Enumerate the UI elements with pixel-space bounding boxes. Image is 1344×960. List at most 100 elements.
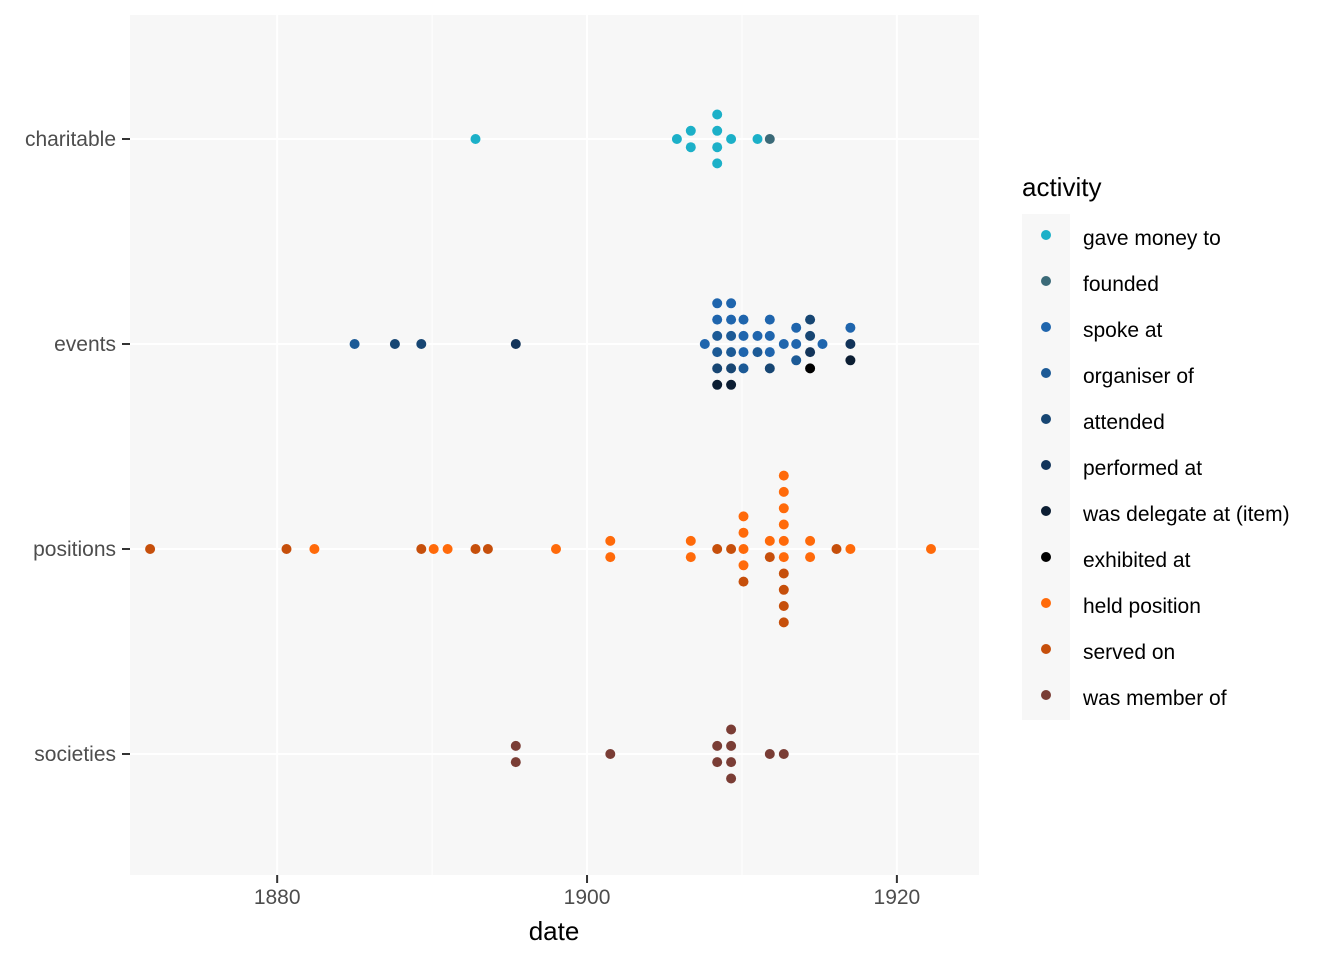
legend-key <box>1041 276 1051 286</box>
data-point <box>712 109 723 120</box>
plot-panel <box>130 15 979 875</box>
data-point <box>145 544 156 554</box>
legend-key <box>1041 322 1051 332</box>
legend-label: gave money to <box>1083 227 1221 250</box>
data-point <box>791 355 802 366</box>
data-point <box>712 298 723 309</box>
data-point <box>281 544 292 554</box>
data-point <box>712 142 723 153</box>
data-point <box>805 552 816 563</box>
legend-key <box>1041 598 1051 608</box>
data-point <box>778 568 789 579</box>
legend-key <box>1041 414 1051 424</box>
legend-label: was delegate at (item) <box>1082 503 1290 526</box>
data-point <box>712 740 723 751</box>
data-point <box>726 740 737 751</box>
legend-label: held position <box>1083 595 1201 618</box>
data-point <box>726 347 737 358</box>
data-point <box>738 527 749 538</box>
data-point <box>738 363 749 374</box>
data-point <box>349 339 360 349</box>
data-point <box>764 552 775 563</box>
data-point <box>712 314 723 325</box>
y-axis: charitable events positions societies <box>25 128 130 766</box>
data-point <box>845 339 856 349</box>
data-point <box>442 544 453 554</box>
legend-label: served on <box>1083 641 1175 664</box>
data-point <box>712 379 723 390</box>
data-point <box>845 322 856 333</box>
legend-key <box>1041 644 1051 654</box>
data-point <box>778 749 789 759</box>
data-point <box>778 470 789 481</box>
data-point <box>845 544 856 554</box>
data-point <box>428 544 439 554</box>
legend-label: performed at <box>1083 457 1202 480</box>
data-point <box>685 535 696 546</box>
legend-key <box>1041 460 1051 470</box>
y-tick-label: societies <box>34 743 116 766</box>
data-point <box>605 749 616 759</box>
data-point <box>778 552 789 563</box>
data-point <box>510 339 521 349</box>
data-point <box>791 339 802 349</box>
legend-label: organiser of <box>1083 365 1194 388</box>
data-point <box>309 544 320 554</box>
data-point <box>726 724 737 735</box>
y-tick-label: charitable <box>25 128 116 151</box>
data-point <box>726 773 737 784</box>
x-axis: 1880 1900 1920 <box>254 875 920 909</box>
data-point <box>605 535 616 546</box>
data-point <box>778 519 789 530</box>
data-point <box>738 511 749 522</box>
data-point <box>764 535 775 546</box>
data-point <box>805 314 816 325</box>
data-point <box>752 347 763 358</box>
data-point <box>805 535 816 546</box>
data-point <box>764 749 775 759</box>
data-point <box>685 142 696 153</box>
data-point <box>712 330 723 341</box>
data-point <box>712 363 723 374</box>
legend-label: exhibited at <box>1083 549 1191 572</box>
data-point <box>416 339 427 349</box>
data-point <box>817 339 828 349</box>
data-point <box>738 347 749 358</box>
data-point <box>738 560 749 571</box>
data-point <box>752 134 763 144</box>
data-point <box>726 363 737 374</box>
legend-key <box>1041 690 1051 700</box>
data-point <box>778 617 789 628</box>
data-point <box>726 379 737 390</box>
data-point <box>712 347 723 358</box>
y-tick-label: positions <box>33 538 116 561</box>
x-tick-label: 1880 <box>254 886 301 909</box>
data-point <box>805 363 816 374</box>
data-point <box>778 584 789 595</box>
data-point <box>726 134 737 144</box>
legend-title: activity <box>1022 172 1101 202</box>
legend-label: was member of <box>1082 687 1227 710</box>
data-point <box>778 486 789 497</box>
data-point <box>605 552 616 563</box>
data-point <box>685 552 696 563</box>
data-point <box>699 339 710 349</box>
data-point <box>764 314 775 325</box>
grid-lines <box>130 15 979 875</box>
data-point <box>778 535 789 546</box>
data-point <box>791 322 802 333</box>
data-point <box>778 503 789 514</box>
data-point <box>805 347 816 358</box>
data-point <box>726 330 737 341</box>
data-point <box>738 544 749 554</box>
data-point <box>778 339 789 349</box>
data-point <box>764 330 775 341</box>
data-point <box>712 158 723 169</box>
legend-label: founded <box>1083 273 1159 296</box>
data-point <box>752 330 763 341</box>
data-point <box>685 125 696 136</box>
data-point <box>926 544 936 554</box>
data-point <box>831 544 842 554</box>
data-point <box>416 544 427 554</box>
